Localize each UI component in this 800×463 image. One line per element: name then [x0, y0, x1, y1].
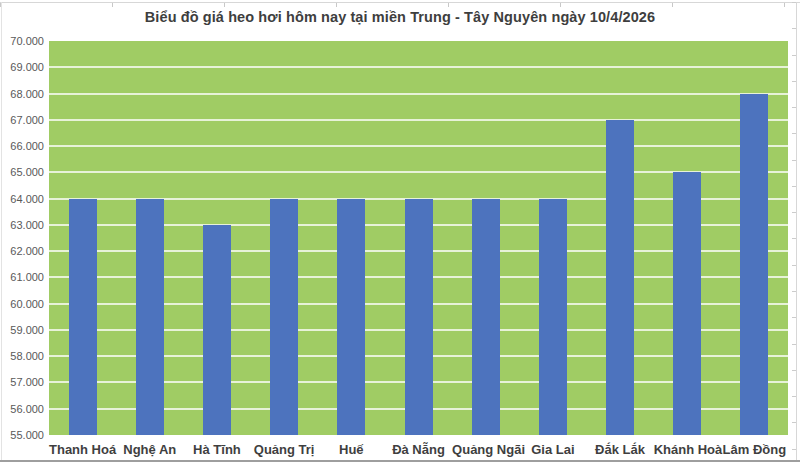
bar — [337, 199, 365, 435]
bar — [606, 120, 634, 435]
y-axis-tick-label: 59.000 — [0, 323, 44, 337]
x-axis-category-label: Gia Lai — [519, 441, 586, 458]
x-axis-category-label: Lâm Đồng — [721, 441, 788, 458]
y-axis-tick-label: 64.000 — [0, 192, 44, 206]
y-axis-tick-label: 66.000 — [0, 139, 44, 153]
gridline — [49, 66, 788, 68]
x-axis-category-label: Nghệ An — [116, 441, 183, 458]
y-axis-tick-label: 61.000 — [0, 270, 44, 284]
x-axis-category-label: Đà Nẵng — [385, 441, 452, 458]
chart-frame-bottom — [0, 460, 800, 462]
y-axis-tick-label: 65.000 — [0, 165, 44, 179]
bar — [740, 94, 768, 435]
bar — [136, 199, 164, 435]
y-axis-tick-label: 56.000 — [0, 402, 44, 416]
bar — [405, 199, 433, 435]
bar — [539, 199, 567, 435]
y-axis-tick-label: 69.000 — [0, 60, 44, 74]
gridline — [49, 119, 788, 121]
chart-frame-right — [792, 2, 797, 461]
x-axis-category-label: Thanh Hoá — [49, 441, 116, 458]
y-axis-tick-label: 67.000 — [0, 113, 44, 127]
y-axis-tick-label: 63.000 — [0, 218, 44, 232]
bar — [69, 199, 97, 435]
y-axis-tick-label: 58.000 — [0, 349, 44, 363]
y-axis-tick-label: 55.000 — [0, 428, 44, 442]
x-axis-category-label: Quảng Trị — [251, 441, 318, 458]
x-axis-category-label: Khánh Hoà — [654, 441, 721, 458]
x-axis-category-label: Đắk Lắk — [586, 441, 653, 458]
y-axis-tick-label: 57.000 — [0, 375, 44, 389]
x-axis-category-label: Huế — [318, 441, 385, 458]
bar — [270, 199, 298, 435]
y-axis-tick-label: 68.000 — [0, 87, 44, 101]
chart-frame-top — [0, 2, 800, 7]
gridline — [49, 145, 788, 147]
x-axis-category-label: Hà Tĩnh — [183, 441, 250, 458]
chart-title: Biểu đồ giá heo hơi hôm nay tại miền Tru… — [0, 9, 800, 25]
gridline — [49, 93, 788, 95]
y-axis-tick-label: 60.000 — [0, 297, 44, 311]
bar — [472, 199, 500, 435]
y-axis-tick-label: 70.000 — [0, 34, 44, 48]
plot-area — [49, 41, 788, 435]
bar — [203, 225, 231, 435]
y-axis-tick-label: 62.000 — [0, 244, 44, 258]
bar — [673, 172, 701, 435]
x-axis-category-label: Quảng Ngãi — [452, 441, 519, 458]
